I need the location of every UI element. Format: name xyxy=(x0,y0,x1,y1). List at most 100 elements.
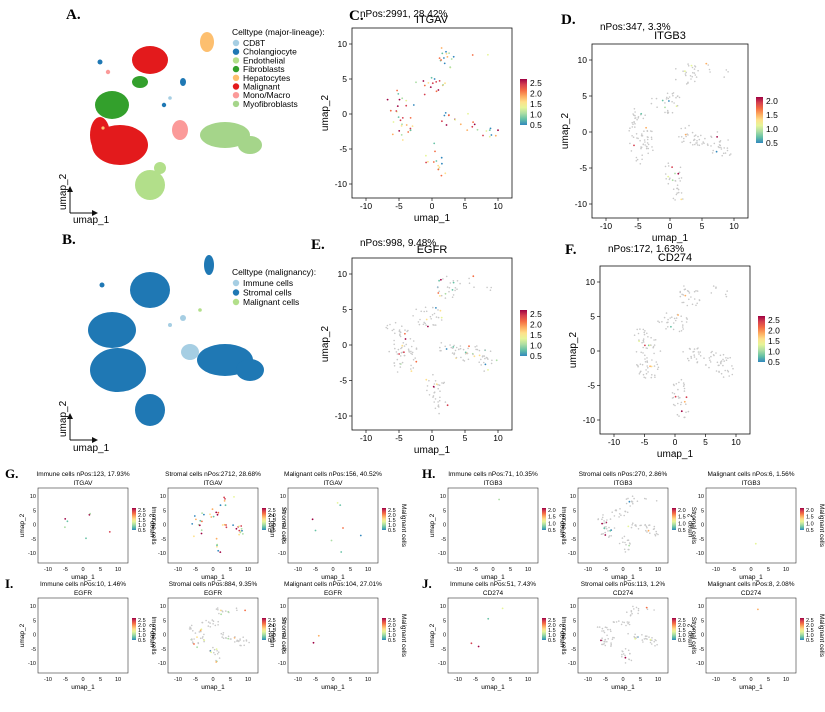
cell-point xyxy=(664,111,666,114)
expressing-cell-point xyxy=(241,529,243,532)
x-tick-label: 5 xyxy=(767,567,770,573)
colorbar-tick-label: 1.0 xyxy=(766,124,778,134)
cell-point xyxy=(690,355,692,358)
expressing-cell-point xyxy=(238,525,241,528)
cell-point xyxy=(426,389,428,392)
cell-point xyxy=(197,642,199,644)
cell-point xyxy=(653,525,656,528)
x-tick-label: 5 xyxy=(463,433,468,443)
cell-point xyxy=(207,625,210,627)
cell-point xyxy=(631,121,633,124)
expressing-cell-point xyxy=(661,99,664,102)
expressing-cell-point xyxy=(240,527,243,530)
cell-point xyxy=(671,111,674,114)
expressing-cell-point xyxy=(198,524,201,527)
cell-point xyxy=(723,76,725,78)
cell-point xyxy=(653,365,656,367)
cell-point xyxy=(394,321,397,324)
x-tick-label: -5 xyxy=(603,567,608,573)
expressing-cell-point xyxy=(431,82,434,85)
cell-point xyxy=(637,607,640,610)
cell-point xyxy=(689,75,692,77)
cell-point xyxy=(615,621,618,623)
plot-frame xyxy=(705,487,797,564)
expressing-cell-point xyxy=(445,124,448,126)
colorbar-tick-label: 1.0 xyxy=(138,523,146,529)
cell-point xyxy=(602,532,604,535)
cell-point xyxy=(625,624,627,627)
legend-swatch xyxy=(232,298,240,306)
expressing-cell-point xyxy=(429,86,432,88)
colorbar xyxy=(262,508,266,530)
cell-point xyxy=(439,390,441,393)
expressing-cell-point xyxy=(445,348,448,350)
colorbar-tick-label: 0.5 xyxy=(548,528,556,534)
cell-point xyxy=(603,640,605,643)
x-tick-label: 10 xyxy=(245,567,251,573)
cell-point xyxy=(671,100,673,103)
cell-point xyxy=(682,198,684,200)
cell-point xyxy=(694,74,697,76)
cell-point xyxy=(695,304,697,307)
cell-point xyxy=(636,328,638,331)
y-axis-label: umap_2 xyxy=(269,513,276,537)
x-tick-label: -10 xyxy=(360,433,373,443)
y-axis-label: umap_2 xyxy=(559,513,566,537)
cell-point xyxy=(727,139,729,141)
cell-point xyxy=(486,357,489,359)
cell-point xyxy=(671,397,674,399)
expressing-cell-point xyxy=(705,62,708,65)
expressing-cell-point xyxy=(684,70,686,73)
colorbar xyxy=(382,618,386,640)
cell-point xyxy=(212,646,214,649)
expressing-cell-point xyxy=(442,83,444,86)
cell-point xyxy=(648,636,650,638)
cell-point xyxy=(630,150,633,152)
cell-point xyxy=(627,649,630,652)
colorbar-tick-label: 1.0 xyxy=(548,521,556,527)
expressing-cell-point xyxy=(468,345,470,348)
y-tick-label: -10 xyxy=(696,661,704,667)
expressing-cell-point xyxy=(410,370,413,372)
expressing-cell-point xyxy=(391,133,394,136)
cell-point xyxy=(613,637,615,639)
expressing-cell-point xyxy=(195,518,197,521)
x-tick-label: 0 xyxy=(211,677,214,683)
cell-point xyxy=(411,353,414,356)
expressing-cell-point xyxy=(435,307,437,309)
colorbar-tick-label: 1.0 xyxy=(268,633,276,639)
expressing-cell-point xyxy=(437,168,440,171)
cell-point xyxy=(698,144,701,147)
cell-point xyxy=(651,146,653,148)
y-tick-label: -5 xyxy=(441,537,446,543)
y-tick-label: -5 xyxy=(161,537,166,543)
cell-point xyxy=(663,316,666,319)
cell-point xyxy=(649,641,652,644)
y-tick-label: 5 xyxy=(163,508,166,514)
cell-point xyxy=(418,323,421,326)
cell-point xyxy=(437,405,440,408)
colorbar-tick-label: 1.5 xyxy=(138,518,146,524)
cell-point xyxy=(637,332,640,335)
cell-point xyxy=(625,498,628,500)
scatter-points xyxy=(498,498,500,501)
expressing-cell-point xyxy=(668,100,670,102)
cell-point xyxy=(420,310,423,313)
cell-point xyxy=(622,653,625,655)
expressing-cell-point xyxy=(219,504,222,507)
legend-title-b: Celltype (malignancy): xyxy=(232,267,316,277)
cell-point xyxy=(407,348,410,351)
expressing-cell-point xyxy=(389,109,392,112)
cell-point xyxy=(677,402,679,405)
x-tick-label: -10 xyxy=(454,677,462,683)
y-tick-label: -10 xyxy=(335,411,348,421)
cell-point xyxy=(631,524,633,526)
colorbar-tick-label: 2.5 xyxy=(530,78,542,88)
cell-point xyxy=(644,358,646,360)
cell-point xyxy=(642,328,645,331)
expressing-cell-point xyxy=(440,47,443,49)
cell-point xyxy=(394,347,396,350)
y-tick-label: 5 xyxy=(33,508,36,514)
feature-plot-itgav: C.nPos:2991, 28.42%ITGAV 10 5 0 -5 -10 -10 -5 0 5… xyxy=(320,8,542,224)
expressing-cell-point xyxy=(471,54,474,56)
